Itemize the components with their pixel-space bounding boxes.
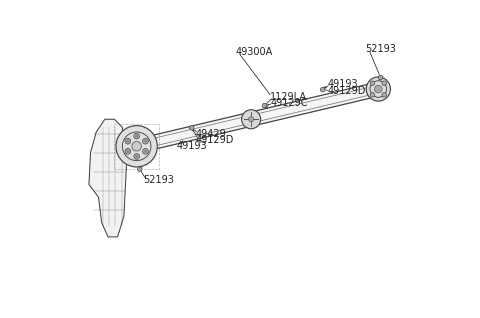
Circle shape [191,127,192,129]
Circle shape [139,168,141,170]
Circle shape [378,75,383,80]
Circle shape [382,93,386,97]
Text: 49129D: 49129D [195,135,234,145]
Text: 52193: 52193 [366,44,396,54]
Circle shape [382,81,386,86]
Circle shape [143,138,148,144]
Text: 49429: 49429 [195,128,226,139]
Text: 52193: 52193 [143,175,174,185]
Polygon shape [135,82,380,153]
Circle shape [116,126,157,167]
Circle shape [190,126,194,130]
Circle shape [380,77,382,79]
Circle shape [143,149,148,154]
Circle shape [126,140,130,143]
Circle shape [135,155,138,158]
Circle shape [125,149,131,154]
Circle shape [132,142,142,151]
Circle shape [126,150,130,153]
Polygon shape [89,119,127,237]
Circle shape [241,110,261,129]
Circle shape [262,103,267,108]
Circle shape [144,150,147,153]
Text: 49129D: 49129D [327,86,366,96]
Circle shape [374,85,382,93]
Circle shape [264,105,265,107]
Text: 49300A: 49300A [235,47,273,58]
Text: 49193: 49193 [327,79,358,89]
Circle shape [125,138,131,144]
Circle shape [321,87,325,92]
Circle shape [322,89,324,91]
Circle shape [366,77,390,101]
Text: 1129LA: 1129LA [270,92,307,102]
Circle shape [370,93,375,97]
Circle shape [370,81,375,86]
Circle shape [134,133,140,139]
Text: 49193: 49193 [176,141,207,151]
Circle shape [144,140,147,143]
Circle shape [138,167,142,171]
Circle shape [134,154,140,159]
Circle shape [135,135,138,138]
Text: 49129C: 49129C [270,98,308,108]
Circle shape [249,117,253,122]
